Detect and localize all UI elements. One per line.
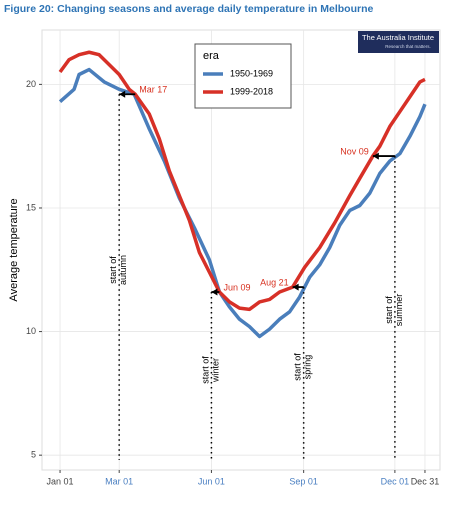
season-label: start ofwinter	[201, 356, 221, 384]
season-label: start ofsummer	[384, 294, 404, 327]
series-line	[58, 67, 427, 339]
chart-title: Figure 20: Changing seasons and average …	[4, 3, 374, 15]
y-tick-label: 10	[26, 326, 36, 336]
date-label: Nov 09	[340, 146, 369, 156]
y-tick-label: 15	[26, 202, 36, 212]
y-tick-label: 5	[31, 450, 36, 460]
x-tick-label: Sep 01	[289, 476, 318, 486]
x-tick-label: Jun 01	[198, 476, 225, 486]
arrow-head	[292, 283, 299, 291]
date-label: Aug 21	[260, 277, 289, 287]
x-tick-label: Dec 01	[381, 476, 410, 486]
legend	[194, 43, 292, 109]
date-label: Jun 09	[223, 282, 250, 292]
x-tick-label: Dec 31	[411, 476, 440, 486]
date-label: Mar 17	[139, 85, 167, 95]
season-label: start ofspring	[293, 353, 313, 381]
arrow-head	[119, 90, 126, 98]
legend-title: era	[203, 50, 220, 62]
x-tick-label: Mar 01	[105, 476, 133, 486]
logo	[358, 31, 439, 53]
y-axis-label: Average temperature	[8, 198, 20, 301]
arrow-head	[372, 152, 379, 160]
x-tick-label: Jan 01	[47, 476, 74, 486]
grid	[42, 30, 440, 470]
legend-label: 1950-1969	[230, 68, 273, 78]
logo-name: The Australia Institute	[362, 33, 434, 42]
series-line	[58, 50, 426, 312]
y-tick-label: 20	[26, 79, 36, 89]
legend-label: 1999-2018	[230, 86, 273, 96]
arrow-head	[211, 288, 218, 296]
season-label: start ofautumn	[109, 255, 129, 285]
logo-tagline: Research that matters.	[385, 44, 431, 49]
